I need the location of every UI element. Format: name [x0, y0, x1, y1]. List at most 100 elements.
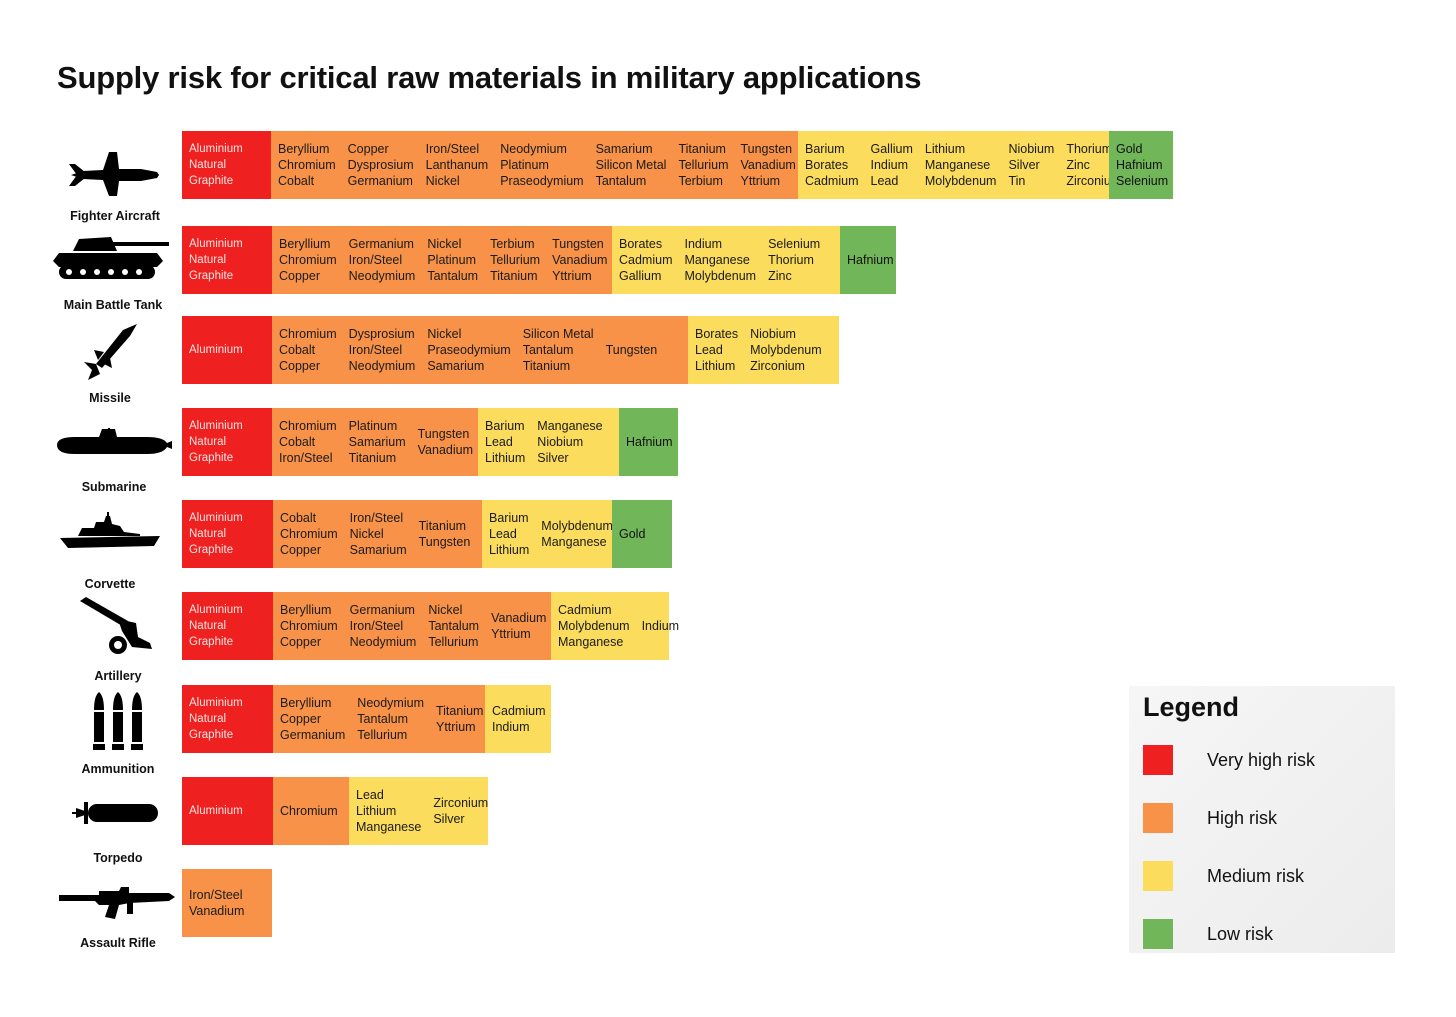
material-name: Tellurium [678, 157, 729, 172]
material-column: Iron/Steel Nickel Samarium [350, 510, 407, 559]
legend-label: Low risk [1207, 923, 1274, 944]
material-column: Tungsten Vanadium Yttrium [740, 141, 795, 190]
risk-segment-low: Hafnium [619, 408, 678, 476]
material-name: Tungsten [740, 141, 793, 156]
material-column: Neodymium Platinum Praseodymium [500, 141, 583, 190]
material-name: Vanadium [552, 252, 608, 267]
application-label: Artillery [94, 669, 142, 683]
artillery-icon [78, 597, 158, 662]
application-label-wrap: Assault Rifle [53, 932, 183, 950]
material-name: Platinum [427, 252, 476, 267]
material-column: Aluminium Natural Graphite [189, 695, 243, 744]
material-name: Vanadium [417, 443, 473, 457]
material-name: Iron/Steel [348, 342, 403, 357]
application-label: Assault Rifle [80, 936, 156, 950]
material-name: Tantalum [357, 711, 409, 726]
material-name: Tungsten [605, 342, 658, 357]
material-name: Chromium [279, 326, 337, 341]
material-column: Titanium Tellurium Terbium [678, 141, 728, 190]
material-name: Gallium [619, 269, 662, 284]
risk-segment-very-high: Aluminium Natural Graphite [182, 685, 273, 753]
material-name: Silver [1008, 157, 1040, 172]
application-label-wrap: Main Battle Tank [48, 294, 178, 312]
material-name: Germanium [349, 602, 415, 617]
risk-segment-high: Cobalt Chromium Copper Iron/Steel Nickel Sama… [273, 500, 482, 568]
material-column: Lithium Manganese Molybdenum [925, 141, 997, 190]
material-column: Zirconium Silver [433, 795, 488, 827]
material-column: Aluminium Natural Graphite [189, 141, 243, 190]
material-column: Platinum Samarium Titanium [349, 418, 406, 467]
material-name: Lead [695, 342, 723, 357]
legend-item-low: Low risk [1143, 905, 1381, 963]
material-name: Lead [485, 434, 513, 449]
material-name: Hafnium [847, 252, 894, 267]
page-title: Supply risk for critical raw materials i… [57, 60, 922, 95]
risk-segment-very-high: Aluminium Natural Graphite [182, 226, 272, 294]
material-name: Tellurium [357, 728, 408, 743]
material-name: Terbium [678, 174, 723, 189]
material-name: Aluminium [189, 696, 243, 709]
material-name: Tungsten [552, 236, 604, 251]
application-label: Ammunition [81, 762, 155, 776]
material-name: Molybdenum [684, 269, 757, 284]
risk-row: Aluminium Natural Graphite Beryllium Copper G… [182, 685, 551, 753]
material-column: Barium Lead Lithium [489, 510, 529, 559]
material-name: Manganese [356, 820, 422, 835]
risk-segment-high: Beryllium Chromium Copper Germanium Iron/Ste… [272, 226, 612, 294]
material-name: Tellurium [490, 252, 541, 267]
material-name: Samarium [349, 543, 407, 558]
material-column: Germanium Iron/Steel Neodymium [350, 602, 417, 651]
material-name: Terbium [490, 236, 535, 251]
material-name: Lead [356, 787, 384, 802]
material-name: Chromium [280, 526, 338, 541]
material-column: Silicon Metal Tantalum Titanium [523, 326, 594, 375]
material-name: Samarium [595, 141, 653, 156]
material-name: Copper [279, 359, 320, 374]
material-name: Molybdenum [541, 518, 613, 533]
material-column: Molybdenum Manganese [541, 518, 613, 550]
application-label: Corvette [84, 577, 136, 591]
legend-item-medium: Medium risk [1143, 847, 1381, 905]
material-name: Yttrium [740, 174, 781, 189]
material-name: Niobium [1008, 141, 1055, 156]
material-name: Beryllium [280, 695, 332, 710]
material-name: Tantalum [595, 174, 647, 189]
risk-segment-medium: Cadmium Indium [485, 685, 551, 753]
risk-segment-medium: Barium Lead Lithium Manganese Niobium Silver [478, 408, 619, 476]
risk-segment-medium: Barium Borates Cadmium Gallium Indium Lead Lit… [798, 131, 1121, 199]
material-name: Borates [805, 157, 849, 172]
risk-segment-very-high: Aluminium Natural Graphite [182, 500, 273, 568]
application-icon-wrap [45, 512, 175, 557]
material-name: Hafnium [626, 434, 673, 449]
material-name: Aluminium [189, 142, 243, 155]
material-name: Natural [189, 712, 227, 725]
risk-row: Aluminium Chromium Lead Lithium Manganese Zir… [182, 777, 488, 845]
material-name: Vanadium [189, 904, 245, 918]
material-name: Manganese [541, 535, 607, 549]
legend-swatch-high [1143, 803, 1173, 833]
material-column: Indium [642, 618, 680, 634]
material-name: Titanium [418, 518, 467, 533]
material-name: Beryllium [278, 141, 330, 156]
material-name: Silver [537, 451, 569, 466]
material-name: Iron/Steel [189, 887, 243, 902]
risk-row: Aluminium Natural Graphite Beryllium Chromiu… [182, 226, 896, 294]
risk-segment-high: Chromium Cobalt Copper Dysprosium Iron/Steel… [272, 316, 688, 384]
material-name: Chromium [280, 803, 338, 818]
material-name: Titanium [435, 703, 484, 718]
material-name: Molybdenum [924, 174, 997, 189]
material-name: Molybdenum [750, 342, 822, 357]
material-name: Indium [870, 157, 909, 172]
material-name: Iron/Steel [349, 510, 404, 525]
material-name: Chromium [278, 157, 336, 172]
application-icon-wrap [48, 233, 178, 288]
material-name: Indium [641, 618, 680, 633]
material-name: Cobalt [278, 174, 315, 189]
material-name: Zirconium [750, 359, 805, 374]
material-name: Iron/Steel [279, 451, 333, 466]
material-column: Tungsten [606, 342, 658, 358]
material-name: Iron/Steel [349, 618, 404, 633]
material-name: Yttrium [491, 627, 531, 641]
material-column: Copper Dysprosium Germanium [348, 141, 414, 190]
material-name: Nickel [349, 526, 384, 541]
